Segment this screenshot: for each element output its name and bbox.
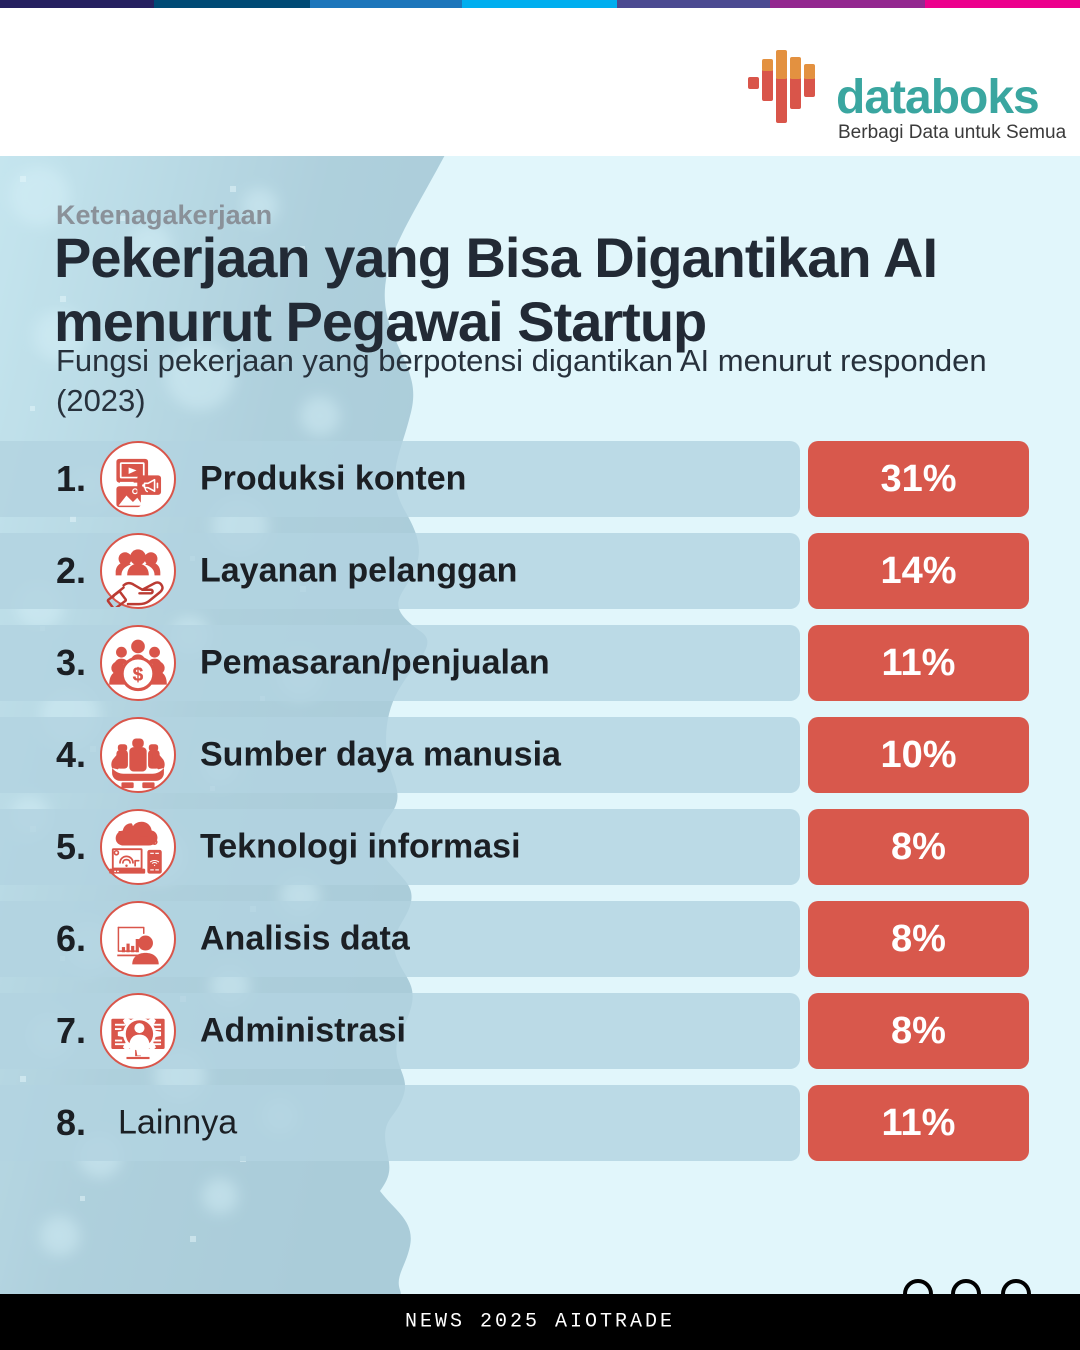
- svg-text:databoks: databoks: [836, 71, 1039, 124]
- svg-text:$: $: [133, 663, 144, 684]
- svg-text:Berbagi Data untuk Semua: Berbagi Data untuk Semua: [838, 122, 1067, 143]
